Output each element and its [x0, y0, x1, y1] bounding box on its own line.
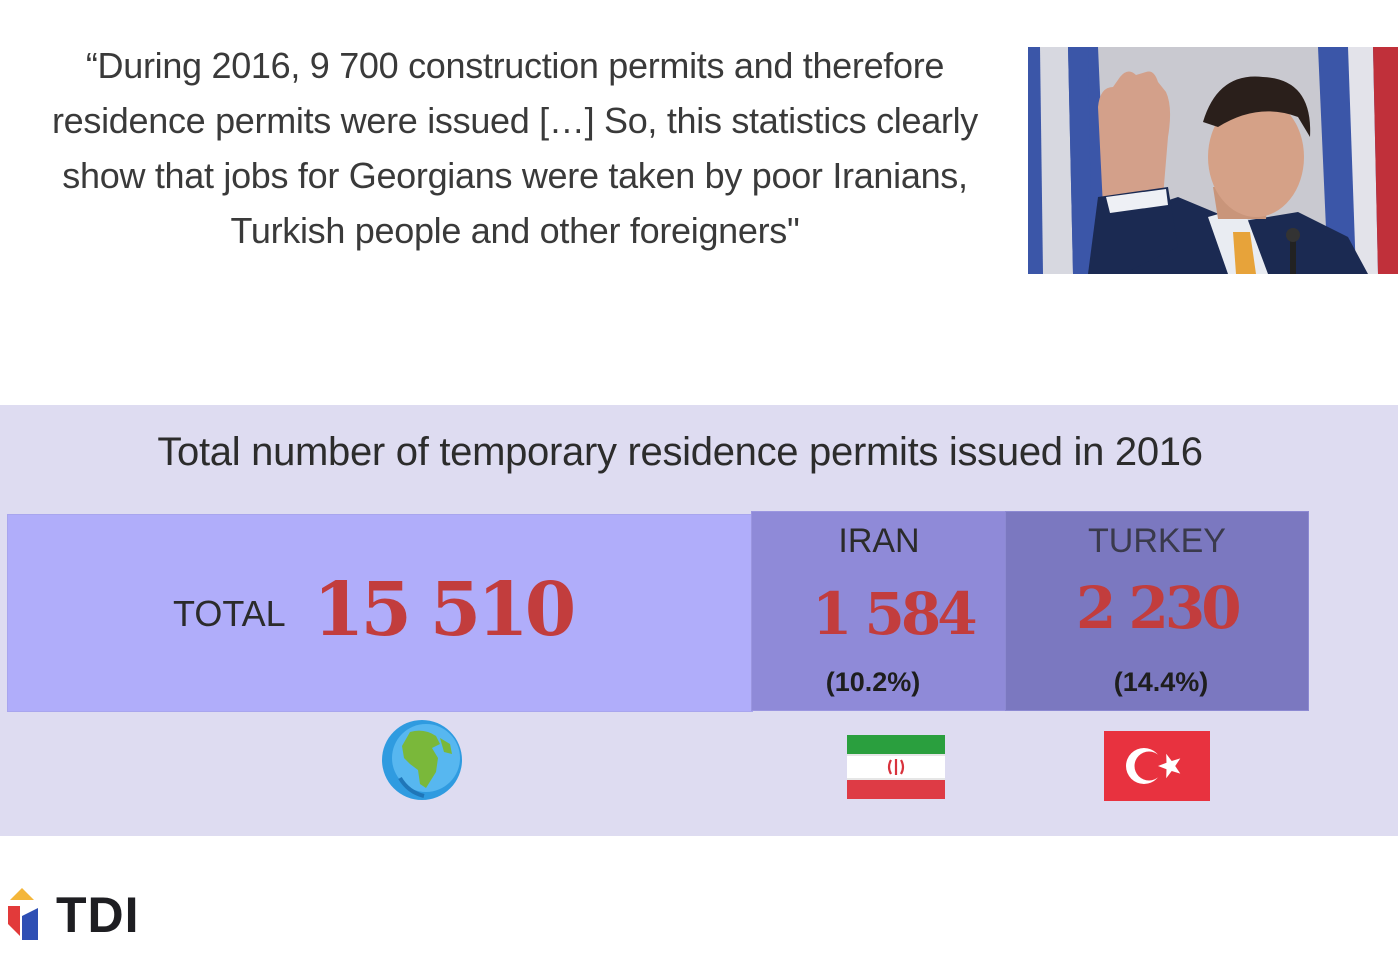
- quote-line: show that jobs for Georgians were taken …: [62, 155, 968, 196]
- quote-line: residence permits were issued […] So, th…: [51, 100, 979, 141]
- globe-icon: [380, 718, 464, 807]
- turkey-card: TURKEY 2 230 (14.4%): [1005, 511, 1309, 711]
- tdi-logo-icon: [8, 888, 38, 940]
- quote-line: “During 2016, 9 700 construction permits…: [85, 45, 945, 86]
- statistics-panel: Total number of temporary residence perm…: [0, 405, 1398, 836]
- chart-title: Total number of temporary residence perm…: [157, 430, 1203, 474]
- turkey-value: 2 230: [1076, 574, 1242, 642]
- tdi-logo: TDI: [6, 886, 156, 946]
- logo-text: TDI: [56, 887, 140, 943]
- total-value: 15 510: [313, 567, 576, 653]
- iran-share: (10.2%): [825, 667, 921, 697]
- turkey-label: TURKEY: [1088, 522, 1226, 560]
- iran-label: IRAN: [838, 522, 920, 560]
- iran-value: 1 584: [812, 580, 978, 648]
- turkey-share: (14.4%): [1113, 667, 1209, 697]
- person-portrait-photo: [1028, 47, 1398, 274]
- total-card: TOTAL 15 510: [7, 514, 753, 712]
- turkey-flag-icon: [1104, 731, 1210, 806]
- quote-text: “During 2016, 9 700 construction permits…: [30, 38, 1000, 258]
- total-label: TOTAL: [173, 593, 286, 634]
- iran-flag-icon: [847, 735, 945, 804]
- iran-card: IRAN 1 584 (10.2%): [751, 511, 1007, 711]
- quote-line: Turkish people and other foreigners": [230, 210, 800, 251]
